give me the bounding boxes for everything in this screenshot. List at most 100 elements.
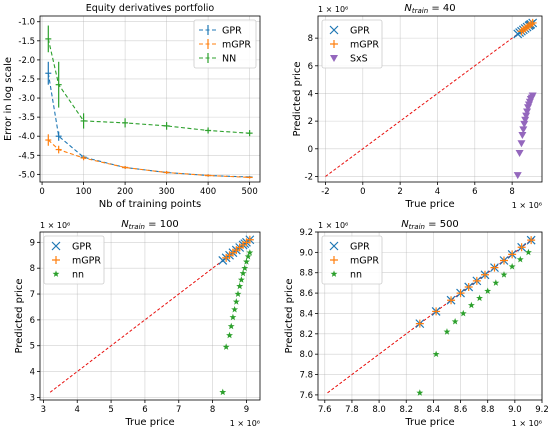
legend-marker	[329, 241, 339, 251]
chart-1: 0 100 200 300 400 500 -5.0 -4.5 -4.0 -3.5 -3.0 -2.5…	[3, 3, 261, 210]
data-point	[239, 269, 247, 277]
legend-marker	[330, 270, 338, 277]
x-tick-label: 7	[176, 405, 181, 415]
legend-label: GPR	[350, 26, 370, 37]
x-tick-label: 8.2	[399, 405, 413, 415]
y-tick-label: -1.5	[18, 37, 35, 47]
plot-frame	[317, 231, 543, 401]
data-point	[499, 256, 508, 265]
y-tick-label: -3.0	[18, 94, 35, 104]
legend-label: nn	[72, 270, 84, 281]
y-scale-label: 1 × 10⁶	[40, 221, 70, 230]
y-axis-label: Predicted price	[14, 278, 25, 353]
x-tick-label: 4	[75, 405, 80, 415]
legend-box	[43, 235, 105, 285]
y-tick-label: -5.0	[18, 170, 35, 180]
legend-label: NN	[222, 54, 236, 65]
x-tick-label: 9.0	[508, 405, 522, 415]
legend-label: mGPR	[222, 40, 251, 51]
diagonal-reference-line	[49, 239, 251, 393]
data-point	[232, 298, 240, 305]
data-point	[451, 318, 459, 325]
data-point	[500, 271, 508, 278]
legend: GPR mGPR SxS	[321, 19, 383, 69]
x-axis-label: True price	[404, 417, 454, 428]
y-tick-label: 2	[308, 117, 313, 127]
y-tick-label: 4	[308, 89, 313, 99]
x-tick-label: 100	[75, 187, 91, 197]
series-mGPR	[415, 236, 536, 328]
series-nn	[219, 249, 254, 396]
x-scale-label: 1 × 10⁶	[512, 201, 542, 210]
chart-2: -2 0 2 4 6 8 -2 0 2 4 6 8 Ntrain = 40 True price Predi…	[292, 3, 543, 210]
data-point	[515, 149, 524, 157]
data-point	[508, 263, 516, 270]
x-tick-label: 8.4	[427, 405, 441, 415]
data-point	[472, 276, 481, 285]
x-axis-label: Nb of training points	[99, 199, 201, 210]
x-tick-label: 400	[200, 187, 216, 197]
data-point	[516, 255, 524, 263]
data-point	[237, 276, 245, 283]
y-axis-label: Predicted price	[284, 278, 295, 353]
data-point	[519, 126, 528, 134]
data-point	[523, 108, 532, 116]
diagonal-reference-line	[325, 29, 524, 177]
series-NN	[45, 25, 253, 137]
chart-title: Equity derivatives portfolio	[86, 3, 215, 14]
data-point	[234, 290, 242, 297]
data-point	[480, 270, 489, 279]
x-scale-label: 1 × 10⁶	[512, 419, 542, 428]
series-mGPR	[222, 235, 254, 262]
data-point	[243, 258, 250, 265]
y-tick-label: 7	[30, 290, 35, 300]
data-point	[415, 319, 424, 328]
legend-box	[321, 235, 383, 285]
data-point	[447, 296, 456, 305]
y-tick-label: 6	[308, 62, 313, 72]
y-axis-label: Predicted price	[292, 61, 303, 136]
y-tick-label: -2	[305, 172, 313, 182]
data-point	[490, 263, 499, 272]
data-point	[244, 252, 252, 260]
chart-title: Ntrain = 40	[404, 3, 455, 15]
x-axis-label: True price	[404, 199, 454, 210]
y-tick-label: 8	[30, 264, 35, 274]
data-point	[227, 322, 235, 330]
data-point	[226, 331, 233, 339]
x-tick-label: 9	[244, 405, 249, 415]
data-point	[459, 309, 467, 317]
legend-label: mGPR	[72, 256, 101, 267]
title-subscript: train	[129, 223, 145, 231]
data-point	[517, 140, 526, 148]
title-symbol: N	[401, 219, 409, 230]
plot-frame	[317, 15, 543, 183]
y-tick-label: 8.2	[299, 330, 313, 340]
legend-marker	[52, 256, 60, 264]
x-tick-label: 2	[397, 187, 402, 197]
y-tick-label: 8.8	[299, 269, 313, 279]
title-symbol: N	[404, 3, 412, 14]
x-tick-label: 8.0	[372, 405, 386, 415]
y-tick-label: 6	[30, 316, 35, 326]
x-tick-label: 8	[210, 405, 215, 415]
data-point	[492, 279, 500, 286]
data-point	[443, 328, 451, 335]
y-scale-label: 1 × 10⁶	[318, 5, 348, 14]
y-tick-label: -2.0	[18, 56, 35, 66]
x-scale-label: 1 × 10⁶	[230, 419, 260, 428]
y-tick-label: 8.4	[299, 309, 313, 319]
x-tick-label: 4	[435, 187, 440, 197]
y-tick-label: 0	[308, 145, 313, 155]
chart-title: Ntrain = 100	[121, 219, 179, 231]
plot-frame	[39, 231, 261, 401]
legend-box	[193, 19, 257, 69]
data-point	[528, 92, 537, 100]
y-tick-label: -1.0	[18, 18, 35, 28]
y-tick-label: 7.8	[299, 371, 313, 381]
legend-label: GPR	[222, 26, 242, 37]
title-subscript: train	[409, 223, 425, 231]
legend: GPR mGPR nn	[321, 235, 383, 285]
data-point	[432, 307, 441, 316]
